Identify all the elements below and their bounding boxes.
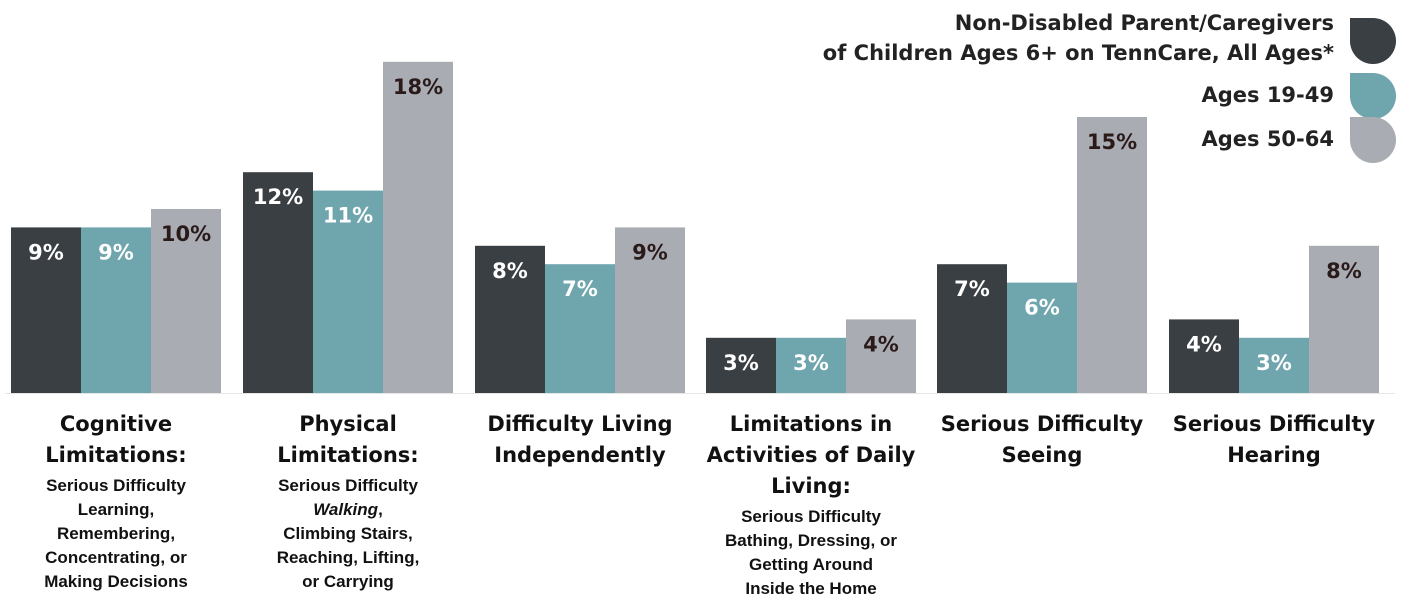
legend-swatch-1: [1350, 73, 1396, 119]
bar-s1-c0: [81, 227, 151, 393]
bar-s2-c0: [151, 209, 221, 393]
data-label-s0-c0: 9%: [28, 240, 64, 264]
bar-s1-c2: [545, 264, 615, 393]
bar-s0-c0: [11, 227, 81, 393]
data-label-s1-c5: 3%: [1256, 351, 1292, 375]
category-title-5: Serious Difficulty Hearing: [1172, 412, 1376, 467]
legend-label-1: Ages 19-49: [1201, 83, 1334, 107]
legend-label-0: Non-Disabled Parent/Caregivers of Childre…: [822, 11, 1334, 65]
category-subtitle-1: Serious Difficulty Walking, Climbing Stair…: [276, 476, 420, 591]
bar-s2-c1: [383, 61, 453, 394]
category-title-2: Difficulty Living Independently: [487, 412, 673, 467]
data-label-s2-c5: 8%: [1326, 259, 1362, 283]
data-label-s2-c4: 15%: [1087, 130, 1137, 154]
legend-swatch-2: [1350, 117, 1396, 163]
data-label-s0-c1: 12%: [253, 185, 303, 209]
bar-s2-c4: [1077, 117, 1147, 393]
data-label-s0-c3: 3%: [723, 351, 759, 375]
bar-s2-c3: [846, 319, 916, 393]
bar-s0-c2: [475, 245, 545, 393]
data-label-s1-c3: 3%: [793, 351, 829, 375]
legend-swatch-0: [1350, 18, 1396, 64]
category-subtitle-0: Serious Difficulty Learning, Remembering, C…: [44, 476, 188, 591]
data-label-s2-c0: 10%: [161, 222, 211, 246]
legend-label-2: Ages 50-64: [1201, 127, 1334, 151]
bar-s1-c1: [313, 190, 383, 393]
data-label-s1-c0: 9%: [98, 240, 134, 264]
data-label-s0-c2: 8%: [492, 259, 528, 283]
data-label-s1-c2: 7%: [562, 277, 598, 301]
bar-s1-c3: [776, 337, 846, 393]
category-subtitle-3: Serious Difficulty Bathing, Dressing, or G…: [725, 507, 897, 598]
bar-s1-c5: [1239, 337, 1309, 393]
bar-s2-c5: [1309, 245, 1379, 393]
data-label-s2-c2: 9%: [632, 240, 668, 264]
data-label-s0-c5: 4%: [1186, 332, 1222, 356]
category-title-1: Physical Limitations:: [277, 412, 419, 467]
data-label-s1-c4: 6%: [1024, 296, 1060, 320]
data-label-s0-c4: 7%: [954, 277, 990, 301]
data-label-s1-c1: 11%: [323, 204, 373, 228]
category-title-3: Limitations in Activities of Daily Living:: [706, 412, 916, 498]
data-label-s2-c1: 18%: [393, 75, 443, 99]
bar-s0-c1: [243, 172, 313, 393]
data-label-s2-c3: 4%: [863, 332, 899, 356]
bar-s0-c5: [1169, 319, 1239, 393]
bar-s2-c2: [615, 227, 685, 393]
category-title-4: Serious Difficulty Seeing: [940, 412, 1144, 467]
bar-s0-c4: [937, 264, 1007, 393]
bar-s0-c3: [706, 337, 776, 393]
category-title-0: Cognitive Limitations:: [45, 412, 187, 467]
bar-s1-c4: [1007, 282, 1077, 393]
